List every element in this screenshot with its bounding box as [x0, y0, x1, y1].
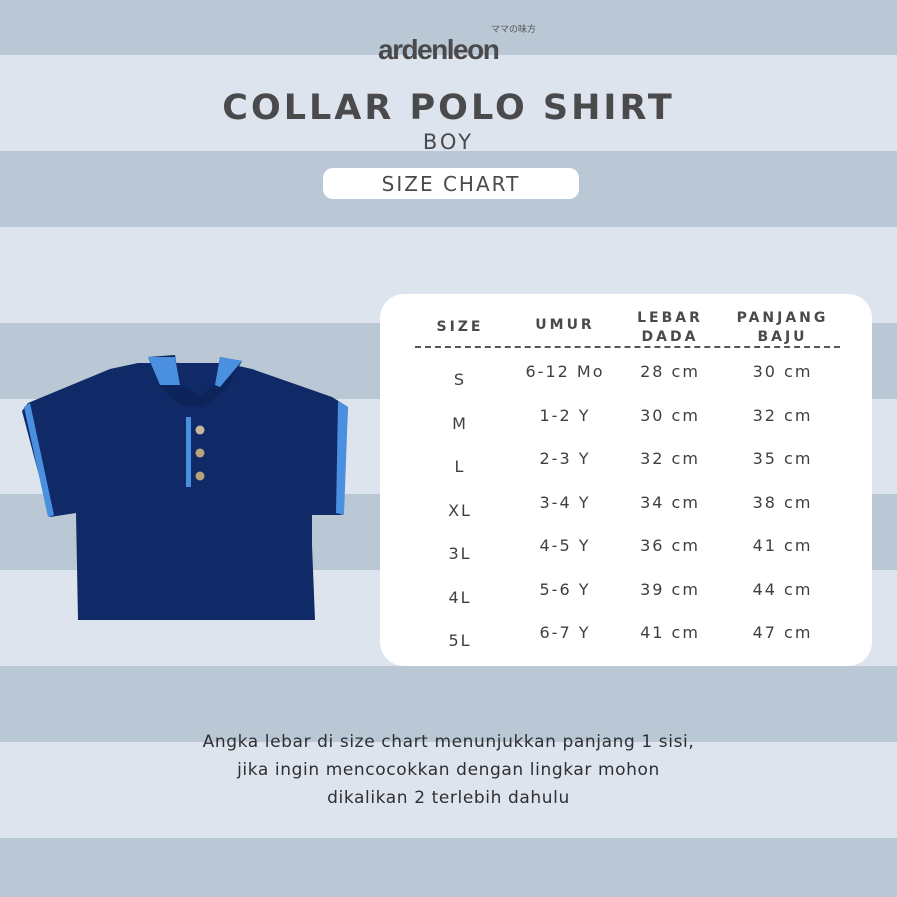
cell-age: 6-7 Y — [539, 623, 591, 642]
header-label: DADA — [641, 329, 699, 345]
button — [195, 471, 205, 481]
header-label: LEBAR — [637, 310, 703, 326]
polo-shirt-image — [22, 355, 348, 620]
cell-body-length: 38 cm — [752, 492, 813, 512]
cell-size: 4L — [448, 587, 472, 607]
cell-body-length: 35 cm — [752, 449, 813, 468]
page-subtitle: BOY — [422, 130, 475, 154]
size-table: SIZE UMUR LEBAR DADA PANJANG BAJU S 6-12 Mo… — [380, 294, 872, 666]
sleeve-trim-left — [24, 403, 54, 517]
placket-trim — [186, 417, 191, 487]
cell-chest-width: 28 cm — [640, 362, 700, 381]
background-stripe — [0, 0, 897, 55]
note-line: Angka lebar di size chart menunjukkan pa… — [202, 732, 695, 752]
cell-age: 4-5 Y — [539, 536, 591, 555]
background-stripe — [0, 666, 897, 742]
cell-size: L — [454, 457, 466, 476]
cell-age: 6-12 Mo — [525, 362, 605, 381]
cell-body-length: 44 cm — [752, 579, 813, 599]
cell-age: 1-2 Y — [539, 405, 591, 425]
header-label: BAJU — [757, 329, 808, 345]
header-label: SIZE — [436, 319, 484, 335]
header-size: SIZE — [420, 318, 500, 337]
cell-age: 3-4 Y — [539, 492, 591, 512]
header-panjang-baju: PANJANG BAJU — [720, 309, 845, 347]
cell-size: 5L — [448, 631, 472, 650]
note-line: jika ingin mencocokkan dengan lingkar mo… — [237, 760, 660, 780]
note-line: dikalikan 2 terlebih dahulu — [327, 788, 570, 808]
header-lebar-dada: LEBAR DADA — [625, 309, 715, 347]
cell-size: XL — [448, 500, 472, 520]
collar-edge — [148, 357, 242, 387]
brand-logo: ママの味方 ardenleon — [378, 25, 538, 66]
button — [195, 425, 205, 435]
sleeve-trim-right — [336, 401, 348, 515]
page-title: COLLAR POLO SHIRT — [222, 88, 675, 128]
header-divider — [415, 346, 840, 348]
cell-body-length: 41 cm — [752, 536, 813, 555]
cell-body-length: 32 cm — [752, 405, 813, 425]
cell-chest-width: 36 cm — [640, 536, 700, 555]
cell-chest-width: 32 cm — [640, 449, 700, 468]
header-umur: UMUR — [520, 316, 610, 335]
cell-body-length: 47 cm — [752, 623, 813, 642]
cell-chest-width: 30 cm — [640, 405, 700, 425]
cell-chest-width: 41 cm — [640, 623, 700, 642]
cell-age: 5-6 Y — [539, 579, 591, 599]
header-label: UMUR — [535, 317, 595, 333]
cell-size: S — [453, 370, 467, 389]
header-label: PANJANG — [736, 310, 829, 326]
cell-chest-width: 34 cm — [640, 492, 700, 512]
size-chart-badge: SIZE CHART — [323, 168, 579, 199]
background-stripe — [0, 838, 897, 897]
cell-body-length: 30 cm — [752, 362, 813, 381]
cell-chest-width: 39 cm — [640, 579, 700, 599]
cell-size: M — [452, 413, 468, 433]
shirt-body — [22, 363, 348, 620]
brand-tagline: ママの味方 — [490, 25, 536, 35]
brand-name: ardenleon — [378, 34, 500, 65]
cell-size: 3L — [448, 544, 472, 563]
cell-age: 2-3 Y — [539, 449, 591, 468]
size-note: Angka lebar di size chart menunjukkan pa… — [0, 728, 897, 812]
button — [195, 448, 205, 458]
